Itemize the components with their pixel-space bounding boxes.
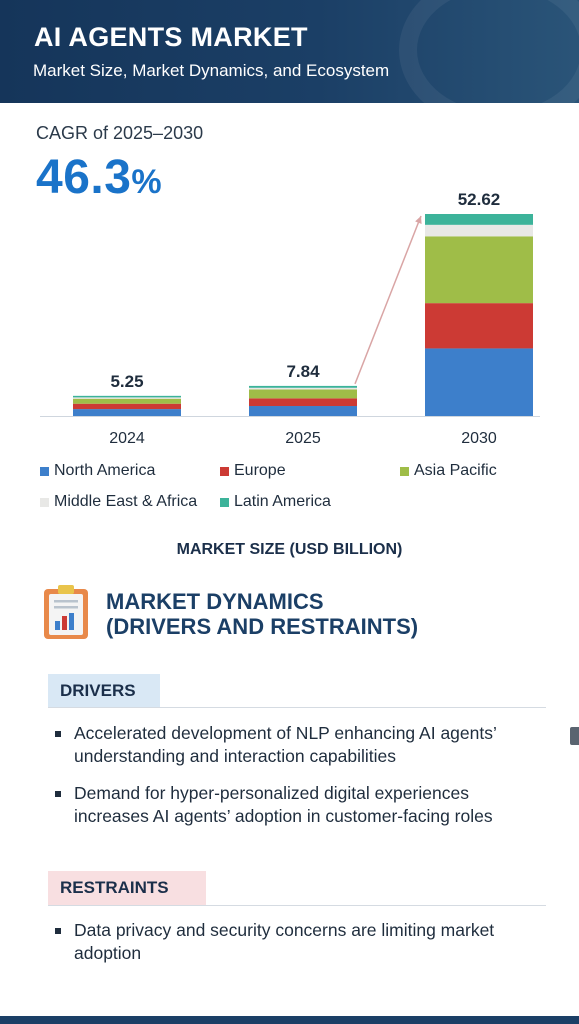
cagr-label: CAGR of 2025–2030 [36, 123, 204, 143]
legend-item-latin-america: Latin America [220, 493, 331, 511]
chart-axis-title: MARKET SIZE (USD BILLION) [176, 541, 403, 558]
restraints-tab: RESTRAINTS [48, 871, 206, 905]
trend-arrow-head [415, 216, 422, 224]
x-tick-label: 2025 [285, 430, 321, 447]
drivers-divider [48, 707, 546, 708]
bar-total-label: 7.84 [286, 362, 320, 381]
legend-item-middle-east-africa: Middle East & Africa [40, 493, 197, 511]
cagr-number: 46.3 [36, 151, 132, 204]
page-subtitle: Market Size, Market Dynamics, and Ecosys… [33, 61, 390, 80]
clipboard-chart-icon [44, 585, 88, 639]
x-tick-label: 2024 [109, 430, 145, 447]
scroll-edge-marker [570, 727, 579, 745]
page-title: AI AGENTS MARKET [34, 22, 308, 52]
bar-segment-2024-0 [73, 409, 181, 416]
dynamics-title-line2: (DRIVERS AND RESTRAINTS) [106, 614, 419, 639]
legend-label: Middle East & Africa [54, 493, 198, 510]
restraint-item: Data privacy and security concerns are l… [54, 919, 544, 965]
bar-segment-2025-4 [249, 385, 357, 388]
bar-segment-2030-2 [425, 236, 533, 304]
legend-swatch [400, 466, 409, 476]
bar-segment-2025-0 [249, 406, 357, 416]
legend-label: North America [54, 462, 156, 479]
trend-arrow-line [354, 215, 422, 385]
drivers-tab: DRIVERS [48, 674, 160, 708]
bar-segment-2030-3 [425, 224, 533, 237]
bar-segment-2030-0 [425, 348, 533, 416]
bar-segment-2024-4 [73, 395, 181, 398]
header-banner: AI AGENTS MARKET Market Size, Market Dyn… [0, 0, 579, 103]
driver-item: Accelerated development of NLP enhancing… [54, 722, 544, 768]
bar-segment-2024-2 [73, 398, 181, 404]
bar-total-label: 52.62 [458, 190, 501, 209]
legend-label: Europe [234, 462, 286, 479]
restraints-divider [48, 905, 546, 906]
bar-segment-2025-2 [249, 389, 357, 399]
bar-segment-2024-3 [73, 397, 181, 399]
dynamics-title: MARKET DYNAMICS (DRIVERS AND RESTRAINTS) [106, 589, 418, 639]
market-size-chart: 5.25 2024 7.84 2025 52.62 2030 [40, 190, 540, 447]
driver-item: Demand for hyper-personalized digital ex… [54, 782, 544, 828]
legend-swatch [220, 497, 229, 507]
bar-segment-2025-1 [249, 398, 357, 407]
cagr-value: 46.3% [36, 150, 162, 205]
legend-label: Asia Pacific [414, 462, 497, 479]
x-tick-label: 2030 [461, 430, 497, 447]
bar-segment-2025-3 [249, 387, 357, 390]
cagr-unit: % [131, 163, 163, 201]
bar-segment-2024-1 [73, 403, 181, 410]
legend-item-north-america: North America [40, 462, 155, 480]
legend-label: Latin America [234, 493, 331, 510]
legend-swatch [40, 466, 49, 476]
legend-item-asia-pacific: Asia Pacific [400, 462, 497, 480]
footer-bar [0, 1016, 579, 1024]
legend-swatch [220, 466, 229, 476]
header-decoration [399, 0, 579, 103]
legend-item-europe: Europe [220, 462, 286, 480]
dynamics-title-line1: MARKET DYNAMICS [106, 589, 324, 614]
bar-segment-2030-4 [425, 214, 533, 225]
legend-swatch [40, 497, 49, 507]
bar-total-label: 5.25 [110, 372, 143, 391]
bar-segment-2030-1 [425, 303, 533, 349]
